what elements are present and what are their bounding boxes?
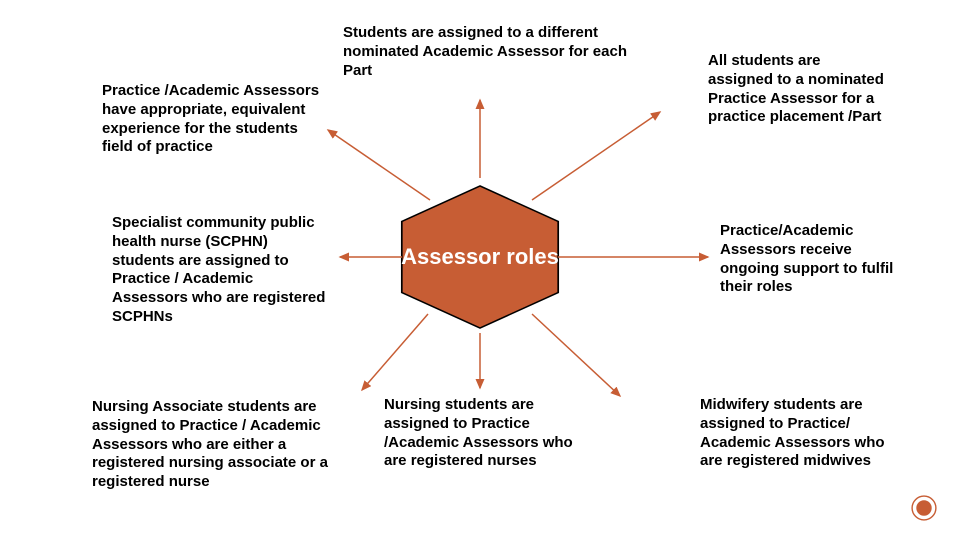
node-mid-right: Practice/Academic Assessors receive ongo… <box>720 222 910 297</box>
node-mid-left: Specialist community public health nurse… <box>112 214 332 327</box>
badge-inner-circle <box>916 500 931 515</box>
hexagon-label: Assessor roles <box>401 244 559 269</box>
slide-badge-icon <box>910 494 938 522</box>
node-top-left: Practice /Academic Assessors have approp… <box>102 82 322 157</box>
node-bottom: Nursing students are assigned to Practic… <box>384 396 574 471</box>
node-bottom-left: Nursing Associate students are assigned … <box>92 398 352 492</box>
node-top: Students are assigned to a different nom… <box>343 24 633 80</box>
node-bottom-right: Midwifery students are assigned to Pract… <box>700 396 900 471</box>
center-hexagon: Assessor roles <box>395 183 565 331</box>
node-top-right: All students are assigned to a nominated… <box>708 52 888 127</box>
